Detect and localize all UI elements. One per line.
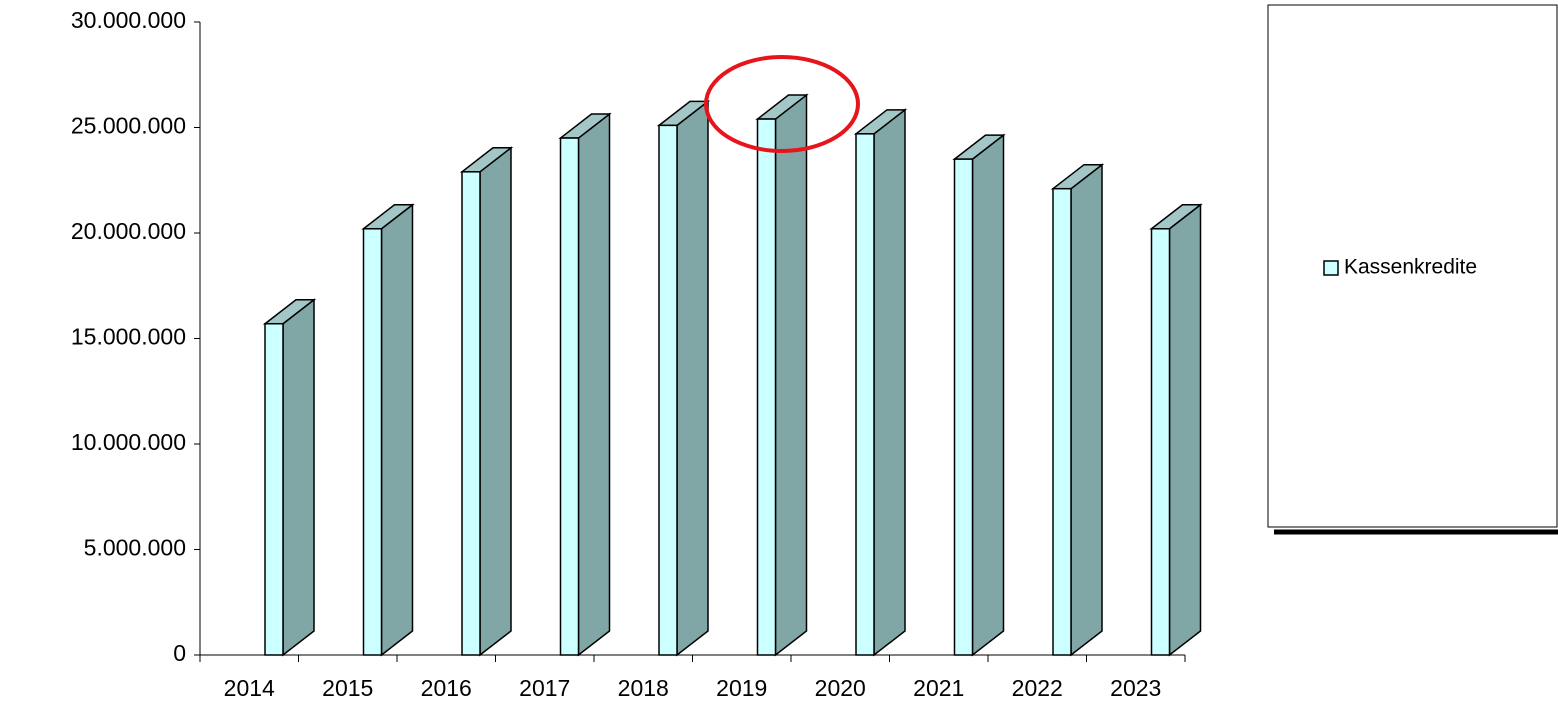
x-tick-label: 2021 bbox=[913, 675, 964, 701]
bar bbox=[461, 171, 481, 656]
x-tick-label: 2023 bbox=[1110, 675, 1161, 701]
y-tick-label: 25.000.000 bbox=[71, 113, 186, 139]
x-tick-label: 2018 bbox=[618, 675, 669, 701]
bar-side bbox=[971, 133, 1005, 657]
bar bbox=[855, 133, 875, 656]
x-tick-label: 2017 bbox=[519, 675, 570, 701]
x-tick-label: 2014 bbox=[224, 675, 275, 701]
bar bbox=[559, 137, 580, 656]
bar-side bbox=[577, 112, 611, 657]
y-tick-label: 10.000.000 bbox=[71, 429, 186, 455]
x-tick-label: 2015 bbox=[322, 675, 373, 701]
legend-box bbox=[1267, 4, 1558, 528]
bar bbox=[1150, 228, 1171, 656]
bar bbox=[362, 228, 383, 656]
x-tick-label: 2022 bbox=[1012, 675, 1063, 701]
y-tick-label: 20.000.000 bbox=[71, 218, 186, 244]
x-tick-label: 2019 bbox=[716, 675, 767, 701]
legend-swatch bbox=[1323, 260, 1339, 276]
plot-area: 0 5.000.000 10.000.000 15.000.000 20.000.000… bbox=[71, 7, 1203, 701]
y-tick-label: 15.000.000 bbox=[71, 324, 186, 350]
bar-side bbox=[282, 298, 315, 657]
y-tick-label: 5.000.000 bbox=[84, 535, 186, 561]
bar bbox=[953, 158, 974, 656]
x-tick-label: 2016 bbox=[421, 675, 472, 701]
bar-side bbox=[774, 93, 808, 657]
bar-side bbox=[676, 99, 709, 657]
bar-side bbox=[479, 146, 512, 657]
bar-side bbox=[1168, 203, 1202, 657]
x-tick-label: 2020 bbox=[815, 675, 866, 701]
highlight-ellipse bbox=[704, 55, 860, 153]
y-tick-label: 30.000.000 bbox=[71, 7, 186, 33]
bar bbox=[756, 118, 777, 656]
bar-side bbox=[380, 203, 414, 657]
bar bbox=[658, 124, 678, 656]
legend-label: Kassenkredite bbox=[1344, 256, 1477, 279]
bar bbox=[1052, 187, 1072, 656]
bar bbox=[264, 322, 284, 656]
bar-side bbox=[873, 108, 906, 657]
y-tick-label: 0 bbox=[173, 640, 186, 666]
bar-side bbox=[1070, 163, 1103, 657]
